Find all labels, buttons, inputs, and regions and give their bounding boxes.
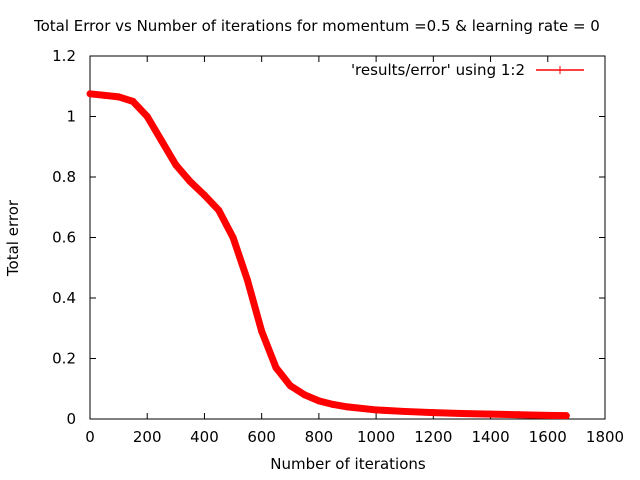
data-point [515,411,523,419]
data-point [243,276,251,284]
data-point [115,93,123,101]
data-point [186,178,194,186]
y-tick-label: 0.8 [52,168,76,186]
data-point [429,409,437,417]
data-point [158,137,166,145]
y-tick-label: 0.2 [52,350,76,368]
data-point [143,113,151,120]
data-point [315,397,323,405]
data-point [272,364,280,372]
x-tick-label: 1200 [414,428,452,446]
data-point [200,191,208,199]
legend-entry-label: 'results/error' using 1:2 [351,61,525,79]
series-layer [86,90,570,420]
legend: 'results/error' using 1:2 [351,61,584,79]
x-tick-label: 400 [190,428,219,446]
data-point [286,382,294,390]
x-tick-label: 1000 [357,428,395,446]
data-point [215,206,223,214]
data-point [86,90,94,98]
data-point [372,406,380,414]
y-tick-label: 1.2 [52,47,76,65]
data-point [100,91,108,99]
data-point [344,403,351,411]
plot-frame [89,55,606,420]
x-tick-label: 1600 [529,428,567,446]
data-point [301,391,309,399]
y-tick-label: 1 [66,108,76,126]
data-point [458,410,466,418]
x-tick-label: 1800 [586,428,624,446]
data-point [258,327,266,335]
x-tick-label: 0 [85,428,95,446]
x-tick-label: 1400 [471,428,509,446]
data-point [129,97,137,105]
y-tick-label: 0.4 [52,289,76,307]
x-tick-label: 200 [133,428,162,446]
x-axis-label: Number of iterations [270,455,426,473]
data-point [229,234,237,241]
data-point [487,410,495,418]
data-point [544,411,552,419]
data-point [401,407,409,415]
data-point [172,161,180,169]
x-tick-label: 800 [305,428,334,446]
axis-ticks: 0 200 400 600 800 1000 1200 1400 1600 1800 0 0.2 0.4… [52,47,624,446]
x-tick-label: 600 [247,428,276,446]
y-axis-label: Total error [4,199,22,277]
data-point [562,412,570,420]
y-tick-label: 0 [66,410,76,428]
y-tick-label: 0.6 [52,229,76,247]
chart-title: Total Error vs Number of iterations for … [33,17,600,35]
data-point [329,400,337,408]
